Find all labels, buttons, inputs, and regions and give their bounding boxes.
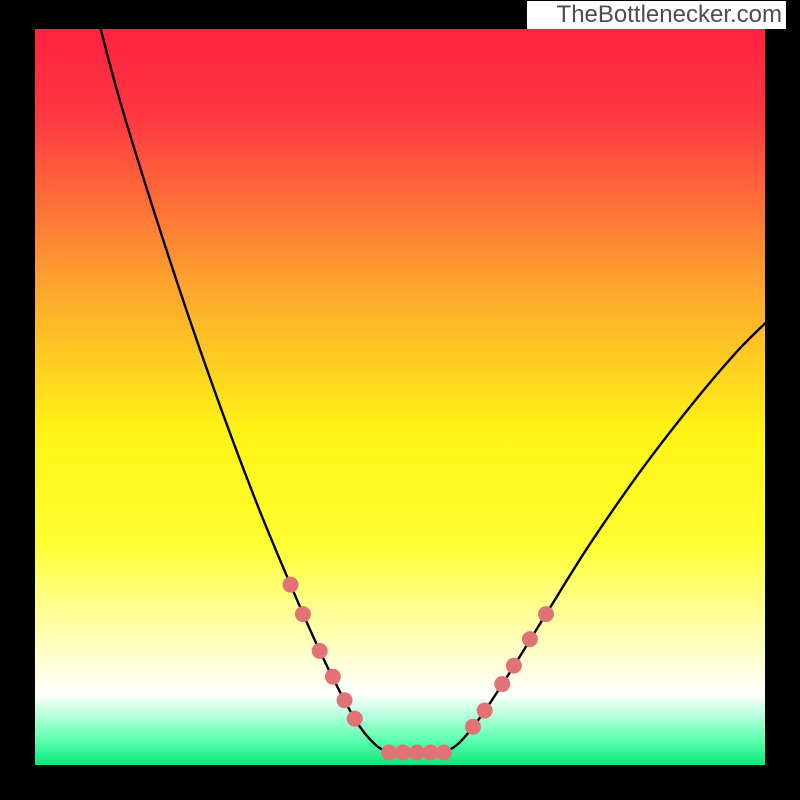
gradient-background: [35, 29, 765, 765]
curve-marker: [409, 744, 425, 760]
watermark-banner: TheBottlenecker.com: [527, 1, 786, 29]
curve-marker: [477, 703, 493, 719]
curve-marker: [381, 744, 397, 760]
curve-marker: [295, 606, 311, 622]
curve-marker: [347, 711, 363, 727]
curve-marker: [522, 631, 538, 647]
curve-marker: [312, 643, 328, 659]
curve-marker: [283, 577, 299, 593]
curve-marker: [506, 658, 522, 674]
curve-marker: [494, 676, 510, 692]
curve-marker: [465, 719, 481, 735]
curve-marker: [337, 692, 353, 708]
curve-marker: [325, 669, 341, 685]
chart-svg: [0, 0, 800, 800]
curve-marker: [436, 744, 452, 760]
watermark-text: TheBottlenecker.com: [557, 1, 782, 28]
curve-marker: [538, 606, 554, 622]
curve-marker: [395, 744, 411, 760]
